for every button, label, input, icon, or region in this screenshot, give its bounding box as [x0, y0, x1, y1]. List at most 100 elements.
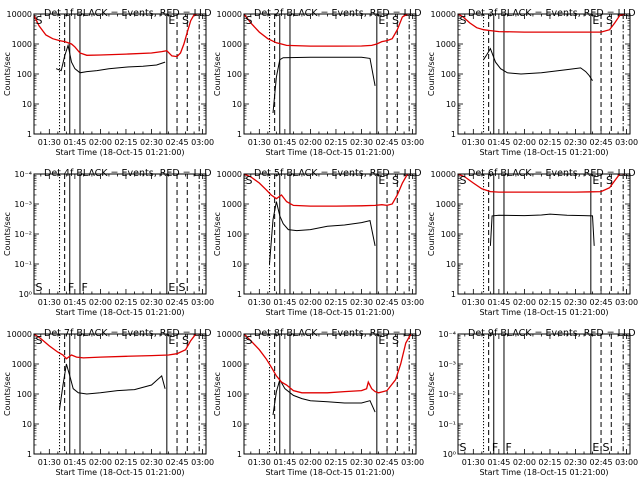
x-tick-label: 03:00 [401, 298, 424, 307]
series-events-line [269, 201, 376, 265]
x-axis-label: Start Time (18-Oct-15 01:21:00) [265, 148, 394, 157]
interval-flag-label: E [592, 441, 599, 454]
x-tick-label: 01:30 [248, 298, 271, 307]
y-tick-label: 10⁻² [438, 390, 456, 399]
y-tick-label: 1 [451, 130, 456, 139]
y-tick-label: 10 [446, 100, 456, 109]
x-tick-label: 01:30 [462, 138, 485, 147]
y-tick-label: 100 [17, 390, 32, 399]
x-tick-label: 02:30 [564, 298, 587, 307]
y-tick-label: 10⁰ [19, 290, 32, 299]
y-tick-label: 1 [237, 450, 242, 459]
curves [458, 174, 625, 246]
y-tick-label: 10 [232, 100, 242, 109]
interval-flag-label: F [505, 441, 511, 454]
y-axis-label: Counts/sec [213, 52, 222, 96]
x-tick-label: 02:30 [140, 138, 163, 147]
curves [244, 14, 411, 114]
x-tick-label: 02:15 [538, 138, 561, 147]
y-tick-label: 10⁻⁴ [14, 170, 32, 179]
curves [458, 14, 626, 81]
interval-flag-label: S [246, 14, 253, 27]
x-tick-label: 02:45 [166, 458, 189, 467]
series-events-line [272, 378, 376, 416]
x-tick-label: 01:45 [487, 138, 510, 147]
x-tick-label: 02:15 [324, 298, 347, 307]
x-tick-label: 02:30 [140, 298, 163, 307]
y-tick-label: 1 [237, 130, 242, 139]
y-axis-label: Counts/sec [3, 372, 12, 416]
interval-flag-label: S [392, 14, 399, 27]
x-tick-label: 02:00 [299, 138, 322, 147]
series-lld-line [458, 174, 625, 193]
y-tick-label: 10000 [7, 10, 32, 19]
y-tick-label: 10⁻⁴ [438, 330, 456, 339]
x-tick-label: 01:45 [63, 458, 86, 467]
y-tick-label: 10⁻³ [14, 200, 32, 209]
y-axis-label: Counts/sec [3, 52, 12, 96]
y-tick-label: 100 [227, 230, 242, 239]
y-tick-label: 10000 [431, 10, 456, 19]
panel-det-8: Det 8f BLACK = Events, RED = LLD11010010… [213, 328, 424, 477]
x-tick-label: 02:00 [89, 138, 112, 147]
y-tick-label: 10000 [217, 330, 242, 339]
y-tick-label: 1000 [12, 40, 32, 49]
series-events-line [55, 43, 166, 74]
y-tick-label: 10 [22, 100, 32, 109]
interval-flag-label: S [460, 14, 467, 27]
series-lld-line [244, 14, 411, 47]
x-tick-label: 02:45 [376, 458, 399, 467]
x-tick-label: 02:15 [324, 138, 347, 147]
x-tick-label: 01:45 [273, 298, 296, 307]
x-tick-label: 02:15 [538, 298, 561, 307]
x-tick-label: 02:00 [513, 138, 536, 147]
y-tick-label: 1000 [222, 200, 242, 209]
interval-flag-label: S [36, 281, 43, 294]
interval-flag-label: S [36, 14, 43, 27]
x-tick-label: 01:45 [63, 298, 86, 307]
panel-det-5: Det 5f BLACK = Events, RED = LLD11010010… [213, 168, 424, 317]
x-tick-label: 01:45 [63, 138, 86, 147]
x-tick-label: 02:00 [513, 298, 536, 307]
x-axis-label: Start Time (18-Oct-15 01:21:00) [55, 308, 184, 317]
curves [34, 14, 201, 74]
x-tick-label: 02:45 [376, 138, 399, 147]
y-tick-label: 10 [232, 260, 242, 269]
x-tick-label: 01:30 [248, 458, 271, 467]
x-axis-label: Start Time (18-Oct-15 01:21:00) [265, 308, 394, 317]
x-tick-label: 03:00 [191, 458, 214, 467]
x-tick-label: 02:30 [350, 138, 373, 147]
interval-flag-label: E [592, 174, 599, 187]
series-events-line [59, 363, 166, 410]
x-tick-label: 01:30 [462, 458, 485, 467]
interval-flag-label: S [36, 334, 43, 347]
interval-flag-label: S [246, 334, 253, 347]
y-tick-label: 1000 [222, 40, 242, 49]
x-tick-label: 01:45 [273, 458, 296, 467]
x-tick-label: 03:00 [401, 138, 424, 147]
interval-flag-label: F [68, 281, 74, 294]
x-tick-label: 02:45 [590, 458, 613, 467]
y-tick-label: 10⁻³ [438, 360, 456, 369]
x-axis-label: Start Time (18-Oct-15 01:21:00) [265, 468, 394, 477]
y-tick-label: 10000 [217, 170, 242, 179]
interval-flag-label: S [606, 14, 613, 27]
x-tick-label: 02:00 [299, 298, 322, 307]
series-events-line [483, 47, 593, 81]
y-tick-label: 1 [27, 130, 32, 139]
x-tick-label: 01:30 [38, 138, 61, 147]
y-tick-label: 10⁰ [443, 450, 456, 459]
plot-frame [457, 333, 631, 455]
x-axis-label: Start Time (18-Oct-15 01:21:00) [55, 148, 184, 157]
x-tick-label: 02:15 [114, 138, 137, 147]
x-tick-label: 03:00 [615, 458, 638, 467]
series-events-line [489, 213, 595, 246]
y-tick-label: 100 [227, 70, 242, 79]
interval-flag-label: E [378, 174, 385, 187]
interval-flag-label: E [378, 334, 385, 347]
y-axis-label: Counts/sec [427, 212, 436, 256]
x-tick-label: 02:30 [140, 458, 163, 467]
panel-det-9: Det 9f BLACK = Events, RED = LLD10⁰10⁻¹1… [427, 328, 638, 477]
y-tick-label: 10 [22, 420, 32, 429]
